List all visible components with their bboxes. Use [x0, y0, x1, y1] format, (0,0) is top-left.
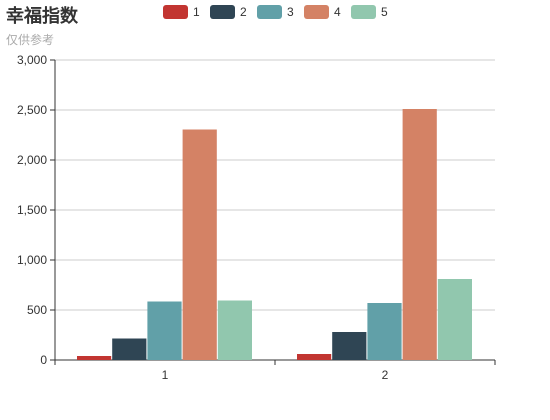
chart-title: 幸福指数: [6, 6, 78, 27]
legend-label-1[interactable]: 1: [193, 5, 200, 19]
bars: [77, 109, 472, 360]
y-axis: 0 500 1,000 1,500 2,000 2,500 3,000: [17, 53, 56, 367]
legend-label-3[interactable]: 3: [287, 5, 294, 19]
bar-series-1-category-1: [77, 356, 112, 360]
bar-series-1-category-2: [297, 354, 332, 360]
legend-label-5[interactable]: 5: [381, 5, 388, 19]
y-tick-label: 2,500: [17, 103, 47, 117]
bar-series-5-category-2: [437, 279, 472, 360]
chart-subtitle: 仅供参考: [6, 33, 55, 47]
y-tick-label: 0: [40, 353, 47, 367]
x-tick-label: 1: [162, 368, 169, 382]
legend-swatch-3[interactable]: [257, 5, 282, 19]
legend-swatch-1[interactable]: [163, 5, 188, 19]
bar-series-4-category-1: [182, 129, 217, 360]
bar-series-4-category-2: [402, 109, 437, 360]
legend-label-4[interactable]: 4: [334, 5, 341, 19]
bar-series-3-category-2: [367, 303, 402, 360]
y-tick-label: 1,500: [17, 203, 47, 217]
y-tick-label: 500: [27, 303, 47, 317]
legend-swatch-2[interactable]: [210, 5, 235, 19]
bar-series-2-category-1: [112, 338, 147, 360]
bar-series-3-category-1: [147, 301, 182, 360]
y-tick-label: 1,000: [17, 253, 47, 267]
legend-label-2[interactable]: 2: [240, 5, 247, 19]
legend: 1 2 3 4 5: [163, 5, 388, 19]
bar-series-5-category-1: [217, 300, 252, 360]
bar-series-2-category-2: [332, 332, 367, 360]
legend-swatch-4[interactable]: [304, 5, 329, 19]
y-tick-label: 3,000: [17, 53, 47, 67]
y-tick-label: 2,000: [17, 153, 47, 167]
x-tick-label: 2: [382, 368, 389, 382]
legend-swatch-5[interactable]: [351, 5, 376, 19]
